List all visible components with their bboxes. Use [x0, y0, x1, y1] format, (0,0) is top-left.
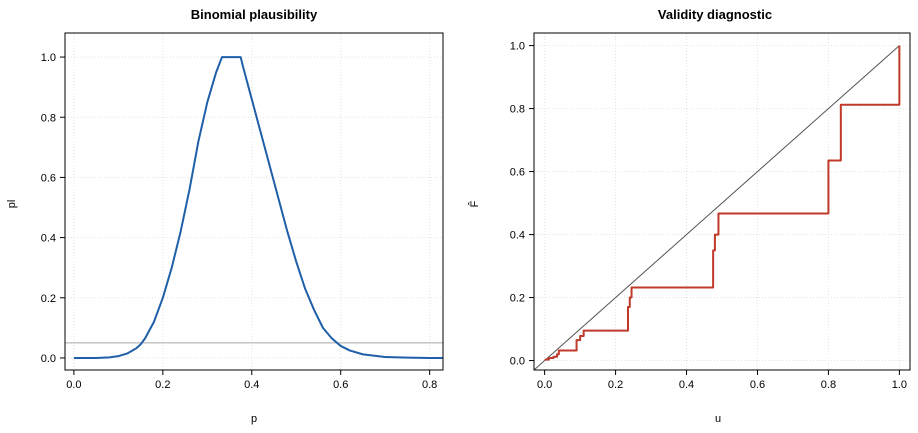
x-tick-label: 1.0	[892, 379, 907, 391]
y-tick-label: 1.0	[41, 52, 56, 64]
y-tick-label: 0.8	[510, 104, 525, 116]
y-tick-label: 0.8	[41, 112, 56, 124]
x-tick-label: 0.0	[66, 379, 81, 391]
y-tick-label: 0.6	[41, 172, 56, 184]
plot-frame	[533, 32, 911, 371]
y-tick-label: 0.2	[510, 293, 525, 305]
x-tick-label: 0.0	[537, 379, 552, 391]
left-x-axis-label: p	[251, 413, 257, 425]
right-chart-title: Validity diagnostic	[658, 7, 772, 22]
x-tick-label: 0.2	[155, 379, 170, 391]
right-y-axis-label: F̂	[467, 200, 481, 207]
y-tick-label: 0.4	[510, 230, 525, 242]
left-chart-title: Binomial plausibility	[191, 7, 318, 22]
right-plot-panel: 0.0 0.2 0.4 0.6 0.8 1.0 0.0 0.2 0.4 0.6 0.8 1.0	[510, 32, 911, 391]
x-tick-label: 0.6	[750, 379, 765, 391]
diagonal-reference-line	[533, 45, 900, 371]
y-tick-label: 0.4	[41, 233, 56, 245]
right-x-axis-label: u	[715, 413, 721, 425]
y-tick-label: 0.2	[41, 293, 56, 305]
series-line-1	[73, 56, 443, 359]
x-tick-label: 0.6	[333, 379, 348, 391]
left-plot-panel: 0.0 0.2 0.4 0.6 0.8 0.0 0.2 0.4 0.6 0.8 1.0	[41, 32, 444, 391]
x-tick-label: 0.4	[244, 379, 259, 391]
x-tick-label: 0.4	[679, 379, 694, 391]
y-tick-label: 0.0	[510, 356, 525, 368]
plot-frame	[64, 32, 444, 371]
left-y-axis-label: pl	[6, 200, 18, 209]
series-line-1	[544, 45, 901, 361]
y-tick-label: 1.0	[510, 41, 525, 53]
x-tick-label: 0.8	[422, 379, 437, 391]
x-tick-label: 0.2	[608, 379, 623, 391]
y-tick-label: 0.0	[41, 353, 56, 365]
x-tick-label: 0.8	[821, 379, 836, 391]
y-tick-label: 0.6	[510, 167, 525, 179]
